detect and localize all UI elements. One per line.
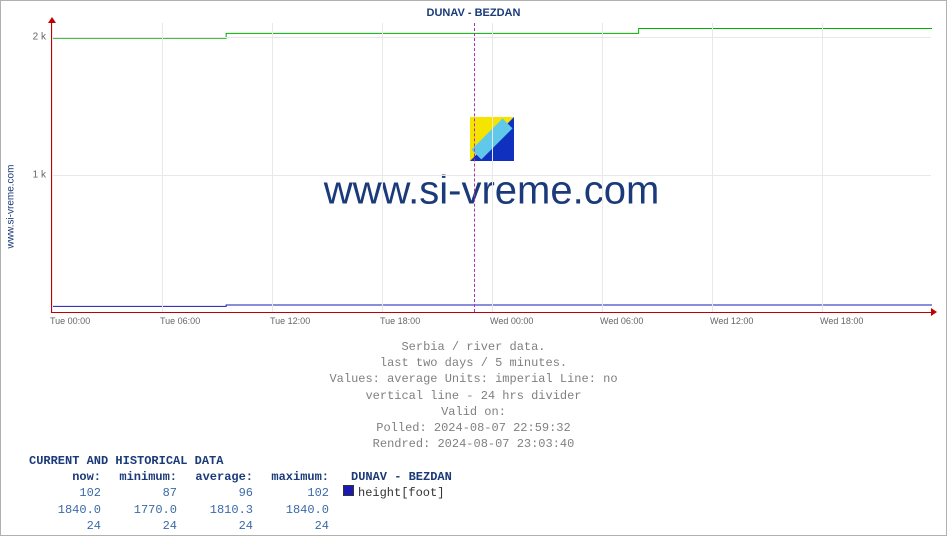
- x-tick-label: Tue 12:00: [270, 316, 310, 326]
- grid-line-v: [712, 23, 713, 312]
- col-header: now:: [29, 469, 105, 485]
- plot-area: www.si-vreme.com 1 k2 kTue 00:00Tue 06:0…: [51, 23, 931, 313]
- legend-metric: height[foot]: [358, 485, 444, 501]
- data-cell: 102: [29, 485, 105, 501]
- divider-line: [474, 23, 475, 312]
- data-cell: 1770.0: [105, 502, 181, 518]
- caption-line: Valid on:: [1, 404, 946, 420]
- grid-line-v: [602, 23, 603, 312]
- chart-area: www.si-vreme.com 1 k2 kTue 00:00Tue 06:0…: [51, 23, 931, 313]
- grid-line-v: [822, 23, 823, 312]
- caption-block: Serbia / river data. last two days / 5 m…: [1, 339, 946, 452]
- x-tick-label: Tue 06:00: [160, 316, 200, 326]
- x-tick-label: Wed 18:00: [820, 316, 863, 326]
- col-header: maximum:: [257, 469, 333, 485]
- y-tick-label: 2 k: [33, 31, 46, 42]
- caption-line: Values: average Units: imperial Line: no: [1, 371, 946, 387]
- data-row: 1840.0 1770.0 1810.3 1840.0: [29, 502, 452, 518]
- x-tick-label: Wed 00:00: [490, 316, 533, 326]
- grid-line-v: [162, 23, 163, 312]
- grid-line-v: [272, 23, 273, 312]
- data-cell: 1840.0: [29, 502, 105, 518]
- data-row: 102 87 96 102 height[foot]: [29, 485, 452, 501]
- data-row: 24 24 24 24: [29, 518, 452, 534]
- data-header-row: now: minimum: average: maximum: DUNAV - …: [29, 469, 452, 485]
- data-cell: 96: [181, 485, 257, 501]
- caption-line: Serbia / river data.: [1, 339, 946, 355]
- legend-label: DUNAV - BEZDAN: [351, 469, 452, 485]
- x-tick-label: Tue 18:00: [380, 316, 420, 326]
- caption-line: vertical line - 24 hrs divider: [1, 388, 946, 404]
- grid-line-v: [492, 23, 493, 312]
- caption-line: Rendred: 2024-08-07 23:03:40: [1, 436, 946, 452]
- grid-line-v: [382, 23, 383, 312]
- data-heading: CURRENT AND HISTORICAL DATA: [29, 453, 452, 469]
- data-cell: 1810.3: [181, 502, 257, 518]
- data-cell: 24: [29, 518, 105, 534]
- x-tick-label: Tue 00:00: [50, 316, 90, 326]
- col-header: minimum:: [105, 469, 181, 485]
- x-tick-label: Wed 12:00: [710, 316, 753, 326]
- data-cell: 24: [105, 518, 181, 534]
- legend-swatch: [343, 485, 354, 496]
- chart-container: www.si-vreme.com DUNAV - BEZDAN www.si-v…: [0, 0, 947, 536]
- y-axis-label: www.si-vreme.com: [5, 165, 16, 249]
- data-cell: 87: [105, 485, 181, 501]
- data-cell: 102: [257, 485, 333, 501]
- col-header: average:: [181, 469, 257, 485]
- caption-line: last two days / 5 minutes.: [1, 355, 946, 371]
- x-tick-label: Wed 06:00: [600, 316, 643, 326]
- y-tick-label: 1 k: [33, 169, 46, 180]
- grid-line-v: [52, 23, 53, 312]
- data-table: CURRENT AND HISTORICAL DATA now: minimum…: [29, 453, 452, 534]
- data-cell: 24: [181, 518, 257, 534]
- data-cell: 24: [257, 518, 333, 534]
- data-cell: 1840.0: [257, 502, 333, 518]
- caption-line: Polled: 2024-08-07 22:59:32: [1, 420, 946, 436]
- chart-title: DUNAV - BEZDAN: [1, 7, 946, 19]
